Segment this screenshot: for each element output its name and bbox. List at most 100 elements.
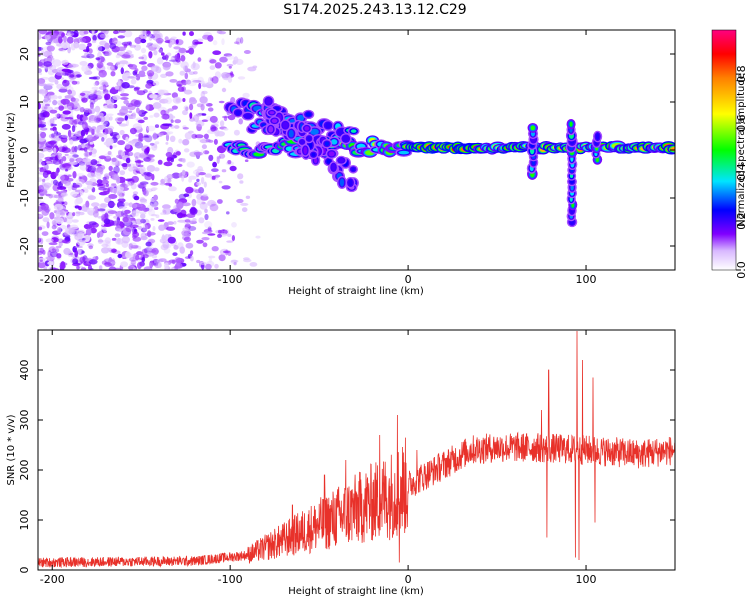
noise-blob xyxy=(189,103,194,111)
noise-blob xyxy=(173,245,179,250)
noise-blob xyxy=(208,139,214,143)
noise-blob xyxy=(138,70,146,77)
spectrogram-xtick-label: -200 xyxy=(40,273,65,286)
noise-blob xyxy=(144,222,151,230)
noise-blob xyxy=(126,214,133,218)
noise-blob xyxy=(169,79,178,83)
noise-blob xyxy=(51,133,55,138)
noise-blob xyxy=(38,200,45,204)
noise-blob xyxy=(100,203,108,208)
signal-core xyxy=(348,179,353,186)
noise-blob xyxy=(177,219,187,223)
noise-blob xyxy=(145,83,153,89)
noise-blob xyxy=(137,119,145,124)
noise-blob xyxy=(95,117,102,123)
noise-blob xyxy=(67,213,72,218)
noise-blob xyxy=(97,184,106,189)
noise-blob xyxy=(209,203,219,212)
noise-blob xyxy=(60,98,70,105)
noise-blob xyxy=(142,30,146,37)
noise-blob xyxy=(79,37,87,43)
noise-blob xyxy=(118,30,126,33)
noise-blob xyxy=(44,103,50,107)
noise-blob xyxy=(167,108,174,112)
noise-blob xyxy=(88,221,97,226)
noise-blob xyxy=(175,50,180,54)
noise-blob xyxy=(48,76,56,83)
noise-blob xyxy=(38,68,42,74)
noise-blob xyxy=(226,211,230,215)
noise-blob xyxy=(188,47,195,55)
noise-blob xyxy=(218,31,227,35)
noise-blob xyxy=(153,112,160,118)
noise-blob xyxy=(60,224,67,230)
noise-blob xyxy=(128,166,134,172)
noise-blob xyxy=(249,262,258,267)
snr-x-ticks: -200 -100 0 100 xyxy=(40,330,597,586)
snr-panel: -200 -100 0 100 0 100 200 300 400 Height of str… xyxy=(6,329,676,597)
noise-blob xyxy=(43,106,48,110)
noise-blob xyxy=(40,46,45,54)
signal-core xyxy=(324,141,330,146)
noise-blob xyxy=(58,241,63,247)
noise-blob xyxy=(132,111,137,120)
noise-blob xyxy=(115,60,125,68)
noise-blob xyxy=(58,88,68,93)
noise-blob xyxy=(107,210,117,215)
noise-blob xyxy=(123,99,129,105)
noise-blob xyxy=(74,250,78,258)
noise-blob xyxy=(99,40,107,46)
noise-blob xyxy=(214,174,221,178)
noise-blob xyxy=(131,210,141,214)
noise-blob xyxy=(89,102,94,110)
noise-blob xyxy=(177,86,185,92)
noise-blob xyxy=(200,148,206,156)
noise-blob xyxy=(38,78,46,85)
snr-xtick-label: -200 xyxy=(40,573,65,586)
noise-blob xyxy=(192,80,202,83)
noise-blob xyxy=(58,194,65,199)
noise-blob xyxy=(113,166,120,174)
signal-core xyxy=(595,133,600,140)
noise-blob xyxy=(143,89,148,94)
noise-blob xyxy=(61,123,71,130)
noise-blob xyxy=(38,61,44,67)
noise-blob xyxy=(125,136,129,142)
noise-blob xyxy=(52,129,57,136)
noise-blob xyxy=(46,45,55,52)
noise-blob xyxy=(143,35,147,39)
noise-blob xyxy=(133,195,140,201)
noise-blob xyxy=(129,44,136,48)
noise-blob xyxy=(111,157,117,162)
noise-blob xyxy=(78,211,85,216)
noise-blob xyxy=(169,135,176,142)
noise-blob xyxy=(207,107,214,112)
noise-blob xyxy=(76,74,82,78)
noise-blob xyxy=(63,201,68,206)
noise-blob xyxy=(216,131,226,137)
noise-blob xyxy=(201,90,208,95)
noise-blob xyxy=(75,196,83,204)
noise-blob xyxy=(41,208,50,216)
noise-blob xyxy=(124,72,132,76)
noise-blob xyxy=(127,76,135,79)
noise-blob xyxy=(111,174,120,181)
noise-blob xyxy=(139,152,148,159)
noise-blob xyxy=(169,39,175,46)
noise-blob xyxy=(227,233,232,237)
noise-blob xyxy=(168,186,177,192)
noise-blob xyxy=(218,254,226,262)
noise-blob xyxy=(216,155,221,160)
snr-x-label: Height of straight line (km) xyxy=(288,586,424,597)
noise-blob xyxy=(133,86,141,90)
noise-blob xyxy=(143,116,148,120)
noise-blob xyxy=(212,161,218,168)
noise-blob xyxy=(94,167,103,173)
noise-blob xyxy=(138,61,147,65)
signal-core xyxy=(670,146,675,152)
noise-blob xyxy=(221,169,227,173)
noise-blob xyxy=(104,258,113,263)
noise-blob xyxy=(134,160,144,163)
noise-blob xyxy=(214,62,222,69)
noise-blob xyxy=(114,85,120,90)
